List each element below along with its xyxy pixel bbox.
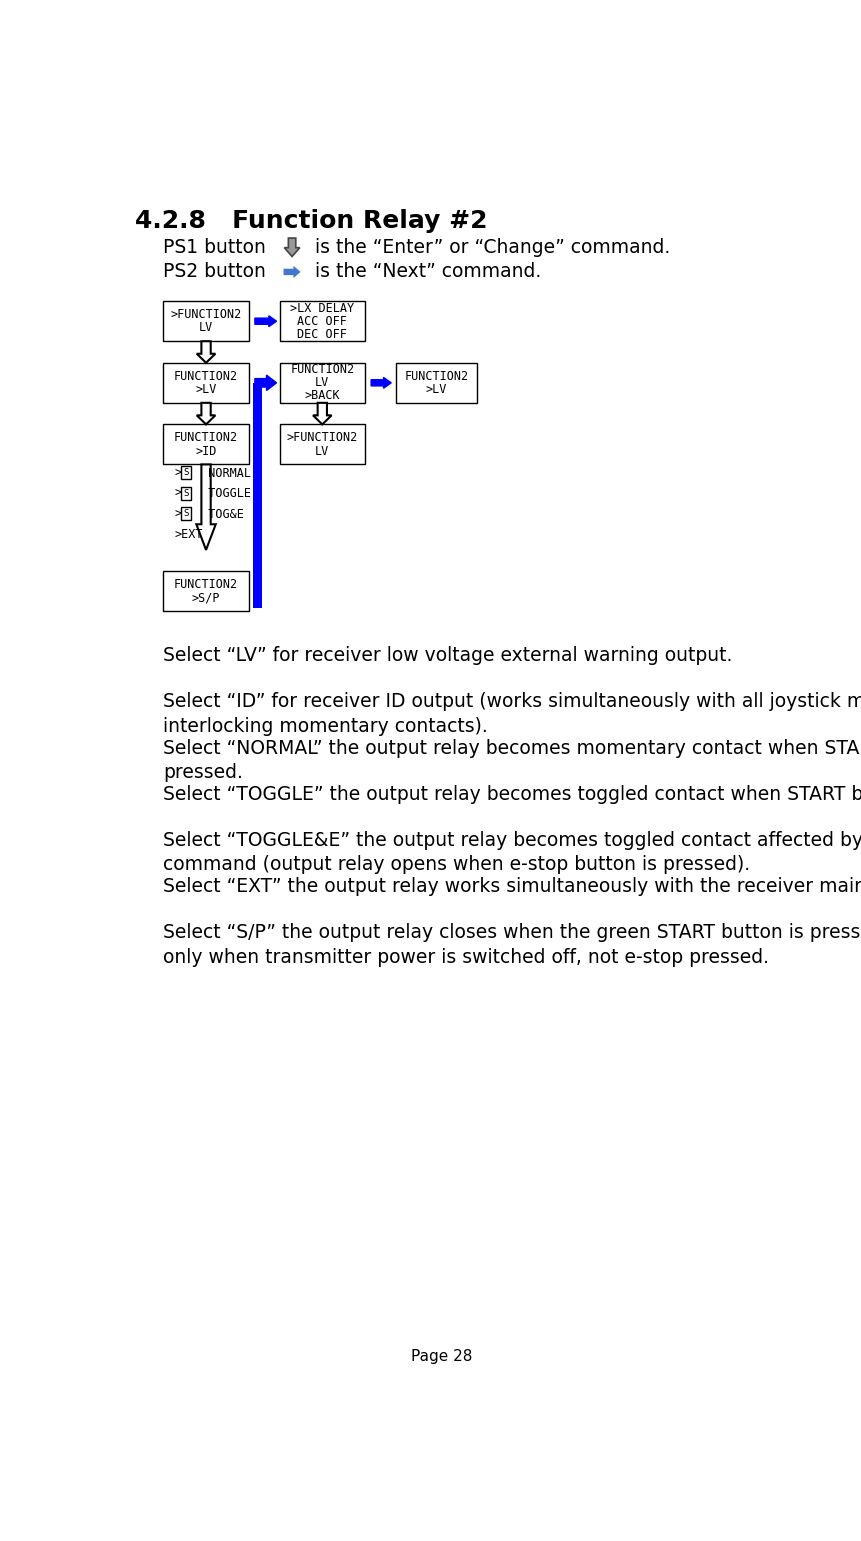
Bar bbox=[396, 362, 477, 402]
Bar bbox=[164, 424, 249, 464]
Text: Select “LV” for receiver low voltage external warning output.: Select “LV” for receiver low voltage ext… bbox=[164, 646, 733, 666]
Text: LV: LV bbox=[315, 376, 330, 390]
Text: LV: LV bbox=[199, 322, 214, 334]
Text: >: > bbox=[174, 467, 182, 479]
FancyArrow shape bbox=[371, 378, 391, 388]
Text: FUNCTION2: FUNCTION2 bbox=[405, 370, 468, 382]
Text: FUNCTION2: FUNCTION2 bbox=[174, 431, 238, 444]
Text: S: S bbox=[183, 488, 189, 498]
Text: Page 28: Page 28 bbox=[411, 1348, 472, 1364]
Text: >LX DELAY: >LX DELAY bbox=[290, 302, 355, 314]
Text: Select “TOGGLE&E” the output relay becomes toggled contact affected by the e-sto: Select “TOGGLE&E” the output relay becom… bbox=[164, 831, 861, 874]
Text: is the “Next” command.: is the “Next” command. bbox=[309, 262, 542, 282]
Text: Select “NORMAL” the output relay becomes momentary contact when START button is
: Select “NORMAL” the output relay becomes… bbox=[164, 738, 861, 781]
Text: >FUNCTION2: >FUNCTION2 bbox=[170, 308, 242, 321]
Text: FUNCTION2: FUNCTION2 bbox=[290, 364, 355, 376]
Text: LV: LV bbox=[315, 444, 330, 458]
Text: >LV: >LV bbox=[426, 382, 448, 396]
Text: S: S bbox=[183, 509, 189, 518]
Text: Select “EXT” the output relay works simultaneously with the receiver mains.: Select “EXT” the output relay works simu… bbox=[164, 877, 861, 897]
Text: >: > bbox=[174, 487, 182, 501]
Bar bbox=[182, 467, 191, 479]
Polygon shape bbox=[197, 402, 215, 424]
Polygon shape bbox=[196, 464, 216, 550]
Text: S: S bbox=[183, 468, 189, 478]
Text: >BACK: >BACK bbox=[305, 390, 340, 402]
Text: FUNCTION2: FUNCTION2 bbox=[174, 370, 238, 382]
Polygon shape bbox=[283, 265, 300, 277]
Bar bbox=[164, 572, 249, 612]
Text: ACC OFF: ACC OFF bbox=[297, 314, 347, 328]
Bar bbox=[182, 487, 191, 499]
Text: PS1 button: PS1 button bbox=[164, 237, 266, 257]
Text: >EXT: >EXT bbox=[174, 529, 203, 541]
Text: >FUNCTION2: >FUNCTION2 bbox=[287, 431, 358, 444]
Bar bbox=[280, 362, 365, 402]
Text: PS2 button: PS2 button bbox=[164, 262, 266, 282]
FancyArrow shape bbox=[255, 374, 276, 390]
Bar bbox=[253, 382, 262, 609]
Text: is the “Enter” or “Change” command.: is the “Enter” or “Change” command. bbox=[309, 237, 671, 257]
Text: Select “S/P” the output relay closes when the green START button is pressed and : Select “S/P” the output relay closes whe… bbox=[164, 923, 861, 966]
Text: >S/P: >S/P bbox=[192, 592, 220, 604]
Bar bbox=[164, 362, 249, 402]
Bar bbox=[280, 300, 365, 341]
Text: 4.2.8   Function Relay #2: 4.2.8 Function Relay #2 bbox=[135, 208, 487, 233]
Text: >ID: >ID bbox=[195, 444, 217, 458]
Text: >: > bbox=[174, 507, 182, 521]
Bar bbox=[182, 507, 191, 521]
Polygon shape bbox=[197, 341, 215, 362]
Polygon shape bbox=[284, 237, 300, 256]
Text: DEC OFF: DEC OFF bbox=[297, 328, 347, 341]
Text: NORMAL: NORMAL bbox=[195, 467, 251, 479]
Text: >LV: >LV bbox=[195, 382, 217, 396]
Text: TOGGLE: TOGGLE bbox=[195, 487, 251, 501]
Text: TOG&E: TOG&E bbox=[195, 507, 245, 521]
Text: Select “ID” for receiver ID output (works simultaneously with all joystick motio: Select “ID” for receiver ID output (work… bbox=[164, 692, 861, 735]
Bar bbox=[280, 424, 365, 464]
FancyArrow shape bbox=[255, 316, 276, 327]
Text: Select “TOGGLE” the output relay becomes toggled contact when START button is pr: Select “TOGGLE” the output relay becomes… bbox=[164, 784, 861, 804]
Text: FUNCTION2: FUNCTION2 bbox=[174, 578, 238, 592]
Polygon shape bbox=[313, 402, 331, 424]
Bar bbox=[164, 300, 249, 341]
